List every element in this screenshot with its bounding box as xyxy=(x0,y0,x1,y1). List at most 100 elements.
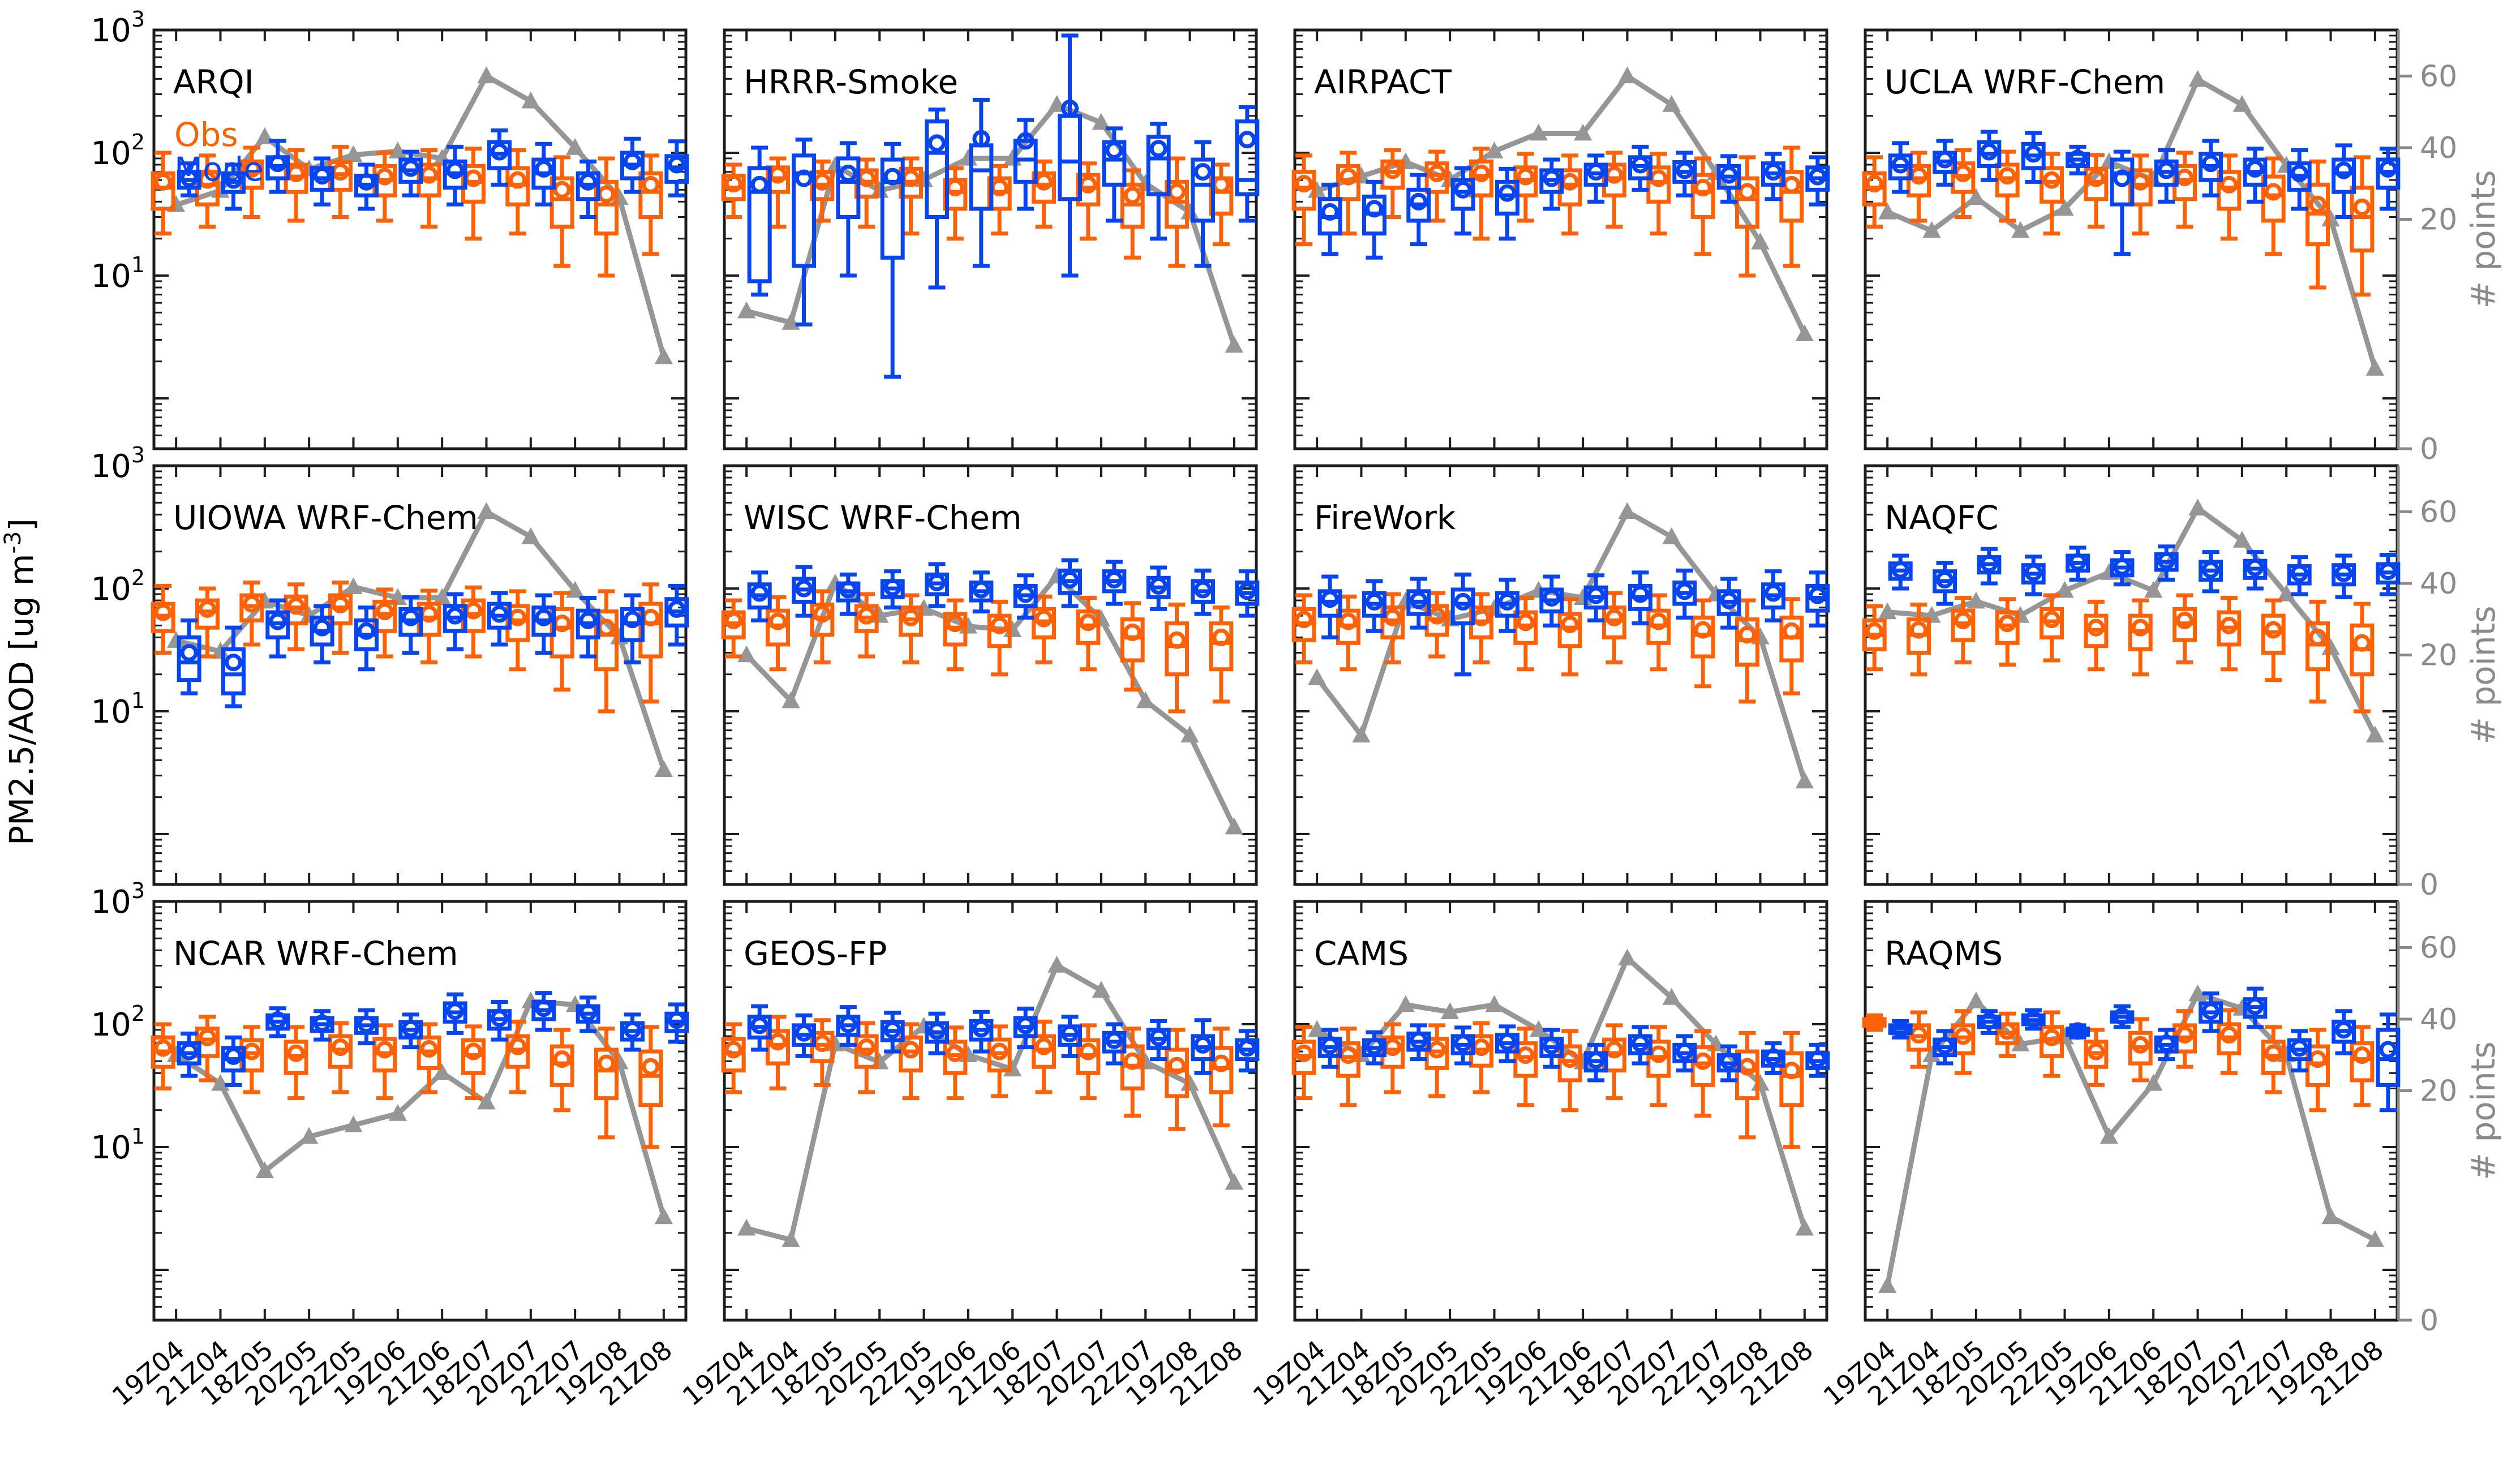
boxplot xyxy=(2021,555,2046,596)
boxplot xyxy=(284,1025,308,1101)
boxplot xyxy=(1628,144,1652,192)
boxplot xyxy=(2306,599,2330,704)
mean-marker-icon xyxy=(2264,1044,2282,1062)
boxplot xyxy=(1716,577,1741,630)
mean-marker-icon xyxy=(1980,555,1998,573)
mean-marker-icon xyxy=(2024,145,2042,163)
boxplot xyxy=(1317,182,1342,256)
mean-marker-icon xyxy=(795,169,813,187)
boxplot xyxy=(1102,1022,1127,1066)
triangle-marker-icon xyxy=(1795,771,1814,789)
boxplot xyxy=(221,162,246,211)
mean-marker-icon xyxy=(972,1020,990,1038)
boxplot xyxy=(2261,598,2286,682)
triangle-marker-icon xyxy=(737,1218,756,1236)
mean-marker-icon xyxy=(1587,1051,1605,1069)
boxplot xyxy=(487,591,512,647)
boxplot xyxy=(620,136,645,194)
mean-marker-icon xyxy=(1238,1039,1256,1057)
mean-marker-icon xyxy=(509,171,527,189)
boxplot xyxy=(505,148,530,236)
triangle-marker-icon xyxy=(1662,95,1681,112)
mean-marker-icon xyxy=(243,595,261,613)
mean-marker-icon xyxy=(1079,1042,1097,1060)
mean-marker-icon xyxy=(180,1042,198,1060)
mean-marker-icon xyxy=(313,618,331,637)
mean-marker-icon xyxy=(724,1041,742,1059)
boxplot xyxy=(2332,553,2356,599)
right-tick-label: 40 xyxy=(2420,1003,2457,1037)
mean-marker-icon xyxy=(2024,1010,2042,1028)
mean-marker-icon xyxy=(642,175,660,194)
mean-marker-icon xyxy=(813,605,831,623)
mean-marker-icon xyxy=(579,611,597,629)
mean-marker-icon xyxy=(2024,564,2042,582)
boxplot xyxy=(2243,986,2268,1029)
triangle-marker-icon xyxy=(782,691,800,708)
boxplot xyxy=(1907,1010,1931,1069)
triangle-marker-icon xyxy=(1529,1020,1548,1037)
mean-marker-icon xyxy=(2220,616,2238,634)
boxplot xyxy=(576,995,600,1033)
boxplot xyxy=(969,570,994,614)
triangle-marker-icon xyxy=(433,588,452,605)
y-tick-label: 101 xyxy=(91,252,145,295)
triangle-marker-icon xyxy=(1092,981,1110,998)
mean-marker-icon xyxy=(928,1022,946,1040)
boxplot xyxy=(1888,141,1913,194)
boxplot xyxy=(221,1035,246,1087)
panel-border xyxy=(1293,28,1828,450)
boxplot xyxy=(1362,179,1386,260)
right-axis-label: # points xyxy=(2464,1041,2502,1180)
triangle-marker-icon xyxy=(1878,602,1897,620)
boxplot xyxy=(1933,139,1957,187)
boxplot xyxy=(1672,151,1697,197)
boxplot xyxy=(505,1019,530,1094)
boxplot xyxy=(2287,148,2312,211)
mean-marker-icon xyxy=(1954,164,1972,182)
boxplot xyxy=(925,562,949,608)
mean-marker-icon xyxy=(1632,1034,1649,1053)
boxplot xyxy=(766,156,790,229)
boxplot xyxy=(1888,553,1913,591)
mean-marker-icon xyxy=(332,595,349,613)
boxplot xyxy=(2128,598,2153,677)
mean-marker-icon xyxy=(1676,582,1694,600)
right-axis-label: # points xyxy=(2464,605,2502,744)
boxplot xyxy=(2261,156,2286,256)
boxplot xyxy=(943,1025,968,1101)
boxplot xyxy=(1102,126,1127,223)
mean-marker-icon xyxy=(624,152,641,170)
mean-marker-icon xyxy=(883,578,901,596)
mean-marker-icon xyxy=(2069,1022,2087,1040)
mean-marker-icon xyxy=(1061,100,1079,118)
boxplot xyxy=(1805,1042,1830,1078)
boxplot xyxy=(1888,1019,1913,1040)
boxplot xyxy=(638,153,663,256)
triangle-marker-icon xyxy=(1618,948,1637,966)
boxplot xyxy=(195,1015,220,1083)
boxplot xyxy=(265,139,290,194)
triangle-marker-icon xyxy=(2188,984,2207,1002)
triangle-marker-icon xyxy=(1662,527,1681,544)
boxplot xyxy=(747,1004,772,1052)
mean-marker-icon xyxy=(199,1028,216,1046)
mean-marker-icon xyxy=(1105,1031,1123,1049)
boxplot xyxy=(1805,570,1830,628)
triangle-marker-icon xyxy=(521,527,540,544)
panel-title: NAQFC xyxy=(1884,499,1999,537)
boxplot xyxy=(2110,1004,2135,1029)
boxplot xyxy=(265,1006,290,1038)
boxplot xyxy=(766,1015,790,1090)
panel-title: FireWork xyxy=(1314,499,1456,537)
boxplot xyxy=(2154,544,2179,582)
mean-marker-icon xyxy=(795,1024,813,1042)
boxplot xyxy=(638,582,663,704)
mean-marker-icon xyxy=(1587,163,1605,181)
triangle-marker-icon xyxy=(654,347,673,364)
mean-marker-icon xyxy=(1865,1013,1883,1031)
boxplot xyxy=(2199,550,2223,594)
triangle-marker-icon xyxy=(1308,668,1326,685)
mean-marker-icon xyxy=(2157,1034,2175,1053)
boxplot xyxy=(1291,153,1316,247)
